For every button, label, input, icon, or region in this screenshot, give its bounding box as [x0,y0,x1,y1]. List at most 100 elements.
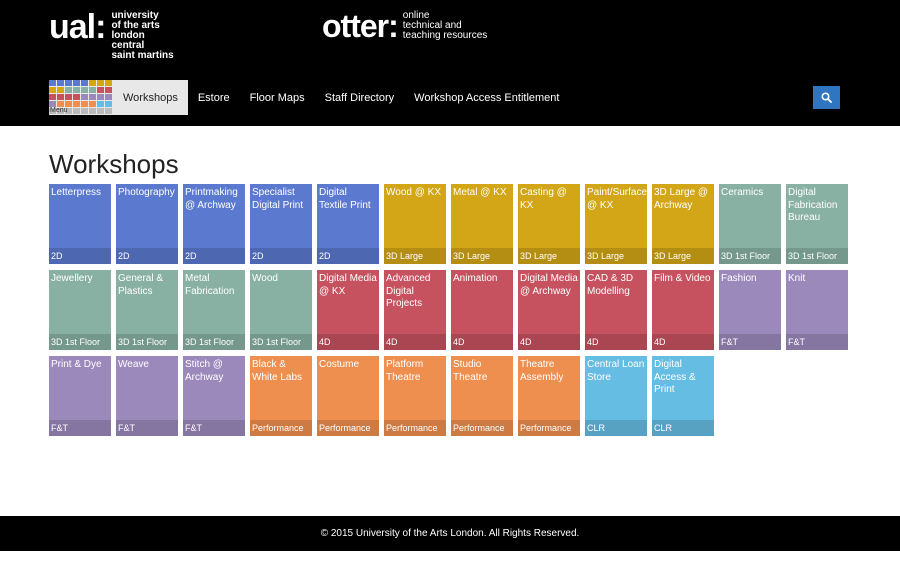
nav-item-floor-maps[interactable]: Floor Maps [249,91,305,104]
workshop-tile-name: Stitch @ Archway [185,359,224,383]
nav-item-estore[interactable]: Estore [197,91,230,104]
workshop-tile-name: Specialist Digital Print [252,187,304,211]
workshop-tile[interactable]: Animation 4D [451,270,513,350]
workshop-tile[interactable]: Metal @ KX 3D Large [451,184,513,264]
menu-grid-cell [73,108,80,114]
workshop-tile[interactable]: Knit F&T [786,270,848,350]
workshop-tile[interactable]: Wood @ KX 3D Large [384,184,446,264]
workshop-tile-category: 2D [116,248,178,264]
otter-line: technical and [402,20,462,31]
workshop-tile-category: 2D [250,248,312,264]
workshop-tile[interactable]: Digital Access & Print CLR [652,356,714,436]
workshop-tile[interactable]: General & Plastics 3D 1st Floor [116,270,178,350]
otter-line: teaching resources [402,30,488,41]
workshop-tile-category: 3D 1st Floor [183,334,245,350]
menu-grid-cell [97,101,104,107]
workshop-tile-name: Knit [788,273,806,284]
workshop-tile-name: Casting @ KX [520,187,567,211]
menu-grid-cell [105,94,112,100]
workshop-tile[interactable]: Metal Fabrication 3D 1st Floor [183,270,245,350]
workshop-tile[interactable]: Film & Video 4D [652,270,714,350]
menu-grid-button[interactable]: Menu [49,80,113,115]
workshop-tile-name: Digital Access & Print [654,359,696,395]
workshop-tile[interactable]: Advanced Digital Projects 4D [384,270,446,350]
workshop-tile-category: 2D [183,248,245,264]
workshop-tile[interactable]: Wood 3D 1st Floor [250,270,312,350]
menu-grid-cell [57,108,64,114]
ual-wordmark: university of the arts london central sa… [111,11,173,61]
menu-grid-cell [65,108,72,114]
ual-logo[interactable]: ual: university of the arts london centr… [49,10,174,61]
workshop-tile[interactable]: Printmaking @ Archway 2D [183,184,245,264]
workshop-tile[interactable]: Digital Media @ KX 4D [317,270,379,350]
workshop-tile-category: 3D Large [585,248,647,264]
workshop-tile[interactable]: Digital Textile Print 2D [317,184,379,264]
otter-logo[interactable]: otter: online technical and teaching res… [322,10,487,42]
workshop-tile-name: 3D Large @ Archway [654,187,709,211]
workshop-tile[interactable]: Central Loan Store CLR [585,356,647,436]
workshop-tile-category: CLR [652,420,714,436]
workshop-tile[interactable]: Platform Theatre Performance [384,356,446,436]
workshop-tile[interactable]: Paint/Surface @ KX 3D Large [585,184,647,264]
site-header: ual: university of the arts london centr… [0,0,900,126]
workshop-tile-category: 3D Large [384,248,446,264]
workshop-tile-name: Black & White Labs [252,359,303,383]
workshop-tile-name: Animation [453,273,498,284]
workshop-tile-category: CLR [585,420,647,436]
menu-grid-cell [65,101,72,107]
workshop-tile-name: Weave [118,359,149,370]
menu-grid-cell [57,94,64,100]
workshop-tile-category: 4D [585,334,647,350]
workshop-tile-category: 4D [652,334,714,350]
ual-line: university [111,10,159,21]
workshop-tile[interactable]: Jewellery 3D 1st Floor [49,270,111,350]
menu-grid-cell [49,101,56,107]
workshop-tile[interactable]: Theatre Assembly Performance [518,356,580,436]
workshop-tile-category: 2D [317,248,379,264]
workshop-tile[interactable]: Specialist Digital Print 2D [250,184,312,264]
workshop-tile[interactable]: Photography 2D [116,184,178,264]
workshop-tile[interactable]: CAD & 3D Modelling 4D [585,270,647,350]
nav-item-staff-directory[interactable]: Staff Directory [324,91,395,104]
workshop-tile-name: Digital Fabrication Bureau [788,187,838,223]
workshop-tile-name: Letterpress [51,187,102,198]
workshop-tile-name: General & Plastics [118,273,164,297]
menu-grid-cell [73,87,80,93]
workshop-tile-category: 3D Large [518,248,580,264]
workshop-tile[interactable]: Digital Fabrication Bureau 3D 1st Floor [786,184,848,264]
page-title: Workshops [49,149,179,179]
menu-grid-cell [97,80,104,86]
workshop-tile[interactable]: Ceramics 3D 1st Floor [719,184,781,264]
workshop-tile-name: Metal @ KX [453,187,507,198]
workshop-tile[interactable]: Studio Theatre Performance [451,356,513,436]
workshop-tile[interactable]: Print & Dye F&T [49,356,111,436]
ual-mark: ual: [49,8,106,46]
workshop-tile-name: Printmaking @ Archway [185,187,238,211]
search-button[interactable] [813,86,840,109]
workshop-tile[interactable]: Costume Performance [317,356,379,436]
menu-grid-cell [81,80,88,86]
workshop-tile[interactable]: Casting @ KX 3D Large [518,184,580,264]
workshop-tile-name: CAD & 3D Modelling [587,273,634,297]
menu-grid-cell [49,87,56,93]
workshop-tile-category: F&T [49,420,111,436]
menu-grid-cell [89,101,96,107]
workshop-tile[interactable]: Black & White Labs Performance [250,356,312,436]
workshop-tile[interactable]: Stitch @ Archway F&T [183,356,245,436]
workshop-tile[interactable]: Letterpress 2D [49,184,111,264]
workshop-tile-category: F&T [786,334,848,350]
menu-grid-icon [49,80,112,114]
workshop-tile[interactable]: Fashion F&T [719,270,781,350]
workshop-tile-name: Studio Theatre [453,359,488,383]
workshop-tile[interactable]: 3D Large @ Archway 3D Large [652,184,714,264]
workshop-tile[interactable]: Digital Media @ Archway 4D [518,270,580,350]
nav-item-workshop-access[interactable]: Workshop Access Entitlement [414,91,560,104]
workshop-tile-category: F&T [183,420,245,436]
ual-line: central [111,40,145,51]
site-footer: © 2015 University of the Arts London. Al… [0,516,900,551]
workshop-tile-name: Paint/Surface @ KX [587,187,647,211]
menu-grid-cell [105,108,112,114]
nav-item-workshops[interactable]: Workshops [113,80,188,115]
workshop-tile[interactable]: Weave F&T [116,356,178,436]
menu-grid-cell [81,101,88,107]
